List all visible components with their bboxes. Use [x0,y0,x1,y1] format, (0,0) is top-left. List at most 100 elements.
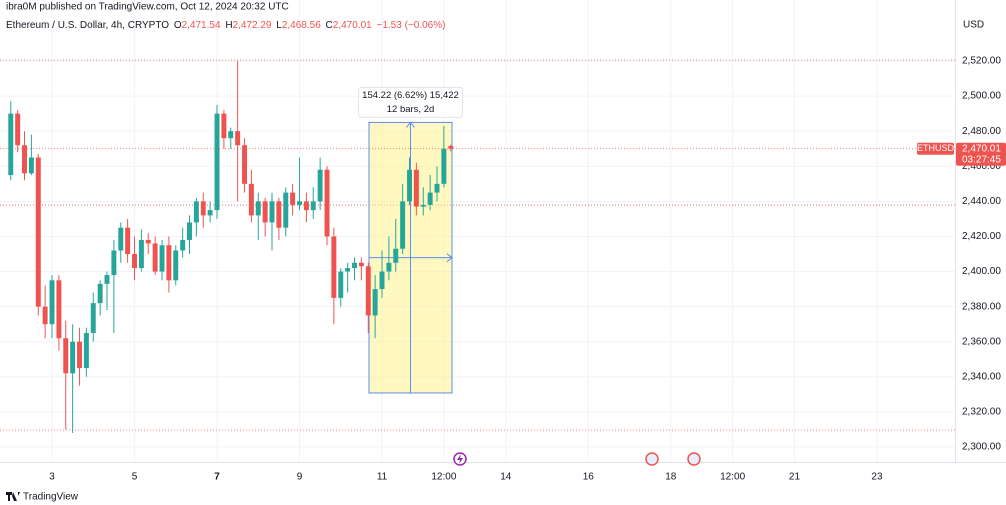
candle-body [413,169,419,207]
candle-body [276,201,282,228]
x-tick-label: 12:00 [431,472,456,483]
candle-body [70,341,76,374]
symbol-tag [917,142,954,155]
symbol: Ethereum / U.S. Dollar, 4h, CRYPTO [6,20,169,31]
event-bolt [457,454,463,464]
candle-body [83,332,89,369]
candle-body [372,289,378,316]
currency: USD [963,20,984,31]
candle-body [393,248,399,263]
grid [0,0,955,462]
candle-body [331,236,337,298]
candle-body [173,250,179,281]
y-tick-label: 2,520.00 [962,56,1001,67]
candle-body [42,306,48,325]
y-tick-label: 2,480.00 [962,126,1001,137]
candle-body [352,262,357,269]
measure-label: 12 bars, 2d [387,104,435,115]
y-tick-label: 2,420.00 [962,231,1001,242]
candle-body [200,201,206,216]
candle-body [317,169,323,202]
candle-body [159,245,165,272]
l-label: L [276,20,282,31]
symbol-tag-text: ETHUSD [917,143,955,153]
candle-body [132,254,137,269]
publisher: ibra0M published on TradingView.com, Oct… [6,2,289,13]
y-tick-label: 2,500.00 [962,91,1001,102]
candle-body [365,266,371,316]
candle-body [379,271,385,290]
candle-body [262,201,268,223]
candle-body [90,303,96,333]
candle-body [77,341,83,369]
x-tick-label: 21 [789,472,801,483]
event-flag[interactable] [687,452,701,466]
brand: TradingView [23,492,79,503]
candle-body [207,210,213,216]
candle-body [303,201,309,211]
event-flag[interactable] [645,452,659,466]
x-tick-label: 12:00 [720,472,745,483]
candle-body [125,227,131,255]
y-tick-label: 2,380.00 [962,301,1001,312]
y-tick-label: 2,440.00 [962,196,1001,207]
x-tick-label: 9 [297,472,303,483]
candle-body [145,239,151,244]
x-tick-label: 3 [49,472,55,483]
candle-body [28,157,34,174]
candle-body [15,113,21,146]
y-tick-label: 2,300.00 [962,442,1001,453]
candle-body [310,201,316,211]
candle-body [338,271,344,298]
o: 2,471.54 [182,20,221,31]
candle-body [228,131,234,139]
header: Ethereum / U.S. Dollar, 4h, CRYPTO O2,47… [6,20,445,31]
brand-logo [6,492,20,501]
candle-body [407,169,413,202]
candle-body [324,169,330,237]
candle-body [152,243,158,272]
candle-body [104,275,110,284]
h-label: H [225,20,232,31]
candle-body [358,262,364,267]
candle-body [427,192,433,205]
h: 2,472.29 [233,20,272,31]
candle-body [255,201,261,216]
y-tick-label: 2,460.00 [962,161,1001,172]
candle-body [97,283,103,304]
change: −1.53 (−0.06%) [377,20,446,31]
candle-body [8,113,14,176]
candle-body [448,146,454,149]
candle-body [248,183,254,216]
candle-body [386,262,392,272]
candle-body [56,280,62,339]
y-tick-label: 2,360.00 [962,336,1001,347]
countdown: 03:27:45 [962,154,1001,165]
y-tick-label: 2,400.00 [962,266,1001,277]
c-label: C [326,20,333,31]
candle-body [297,201,302,205]
candle-body [269,201,275,223]
candle-body [221,113,227,139]
candle-body [441,148,447,184]
measure-arrowhead [446,253,453,263]
o-label: O [174,20,182,31]
candle-body [63,338,69,374]
x-tick-label: 14 [500,472,512,483]
candle-body [420,204,426,207]
x-tick-label: 7 [214,472,220,483]
candle-body [290,192,296,205]
candle-body [111,250,117,276]
candle-body [283,192,289,228]
candle-body [166,245,172,281]
x-tick-label: 5 [132,472,138,483]
measure-label: 154.22 (6.62%) 15,422 [362,90,459,101]
x-tick-label: 16 [583,472,595,483]
y-tick-label: 2,340.00 [962,371,1001,382]
y-tick-label: 2,320.00 [962,407,1001,418]
candle-body [22,145,27,174]
candle-body [400,201,406,249]
candle-body [193,201,199,223]
x-tick-label: 18 [665,472,677,483]
